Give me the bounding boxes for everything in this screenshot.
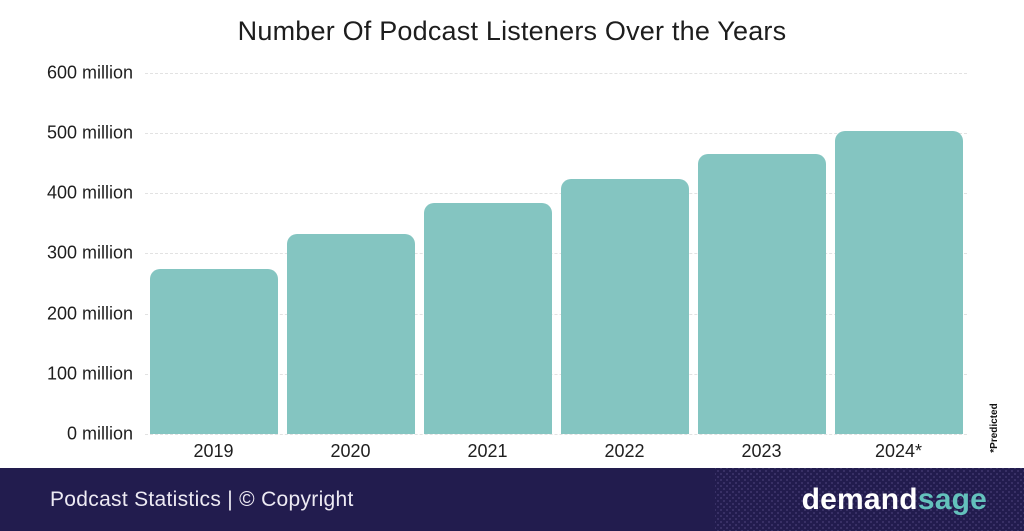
footer-left-section: Podcast Statistics | © Copyright [0,468,715,531]
y-tick-label-600: 600 million [46,62,133,82]
x-tick-label-2020: 2020 [330,441,371,461]
gridline-100 [145,373,967,375]
y-tick-label-300: 300 million [46,242,133,263]
y-tick-label-200: 200 million [46,303,133,323]
bar-2020 [286,233,415,434]
gridline-300 [145,253,967,255]
demandsage-logo: demandsage [802,483,987,517]
plot-area [145,72,967,435]
bar-slot-2020 [282,73,419,434]
bar-2021 [423,203,552,434]
gridline-600 [145,72,967,74]
bar-2019 [149,268,278,434]
y-tick-label-100: 100 million [46,363,133,384]
bar-slot-2022 [556,73,693,434]
x-tick-label-2023: 2023 [741,441,782,461]
x-tick-label-2022: 2022 [604,441,645,461]
footer-bar: Podcast Statistics | © Copyright demands… [0,468,1024,531]
gridline-400 [145,193,967,194]
logo-text-sage: sage [917,482,987,516]
bar-slot-2023 [693,73,830,434]
y-tick-label-400: 400 million [46,182,133,203]
y-tick-label-0: 0 million [66,423,133,444]
gridline-200 [145,313,967,315]
bar-2023 [697,154,826,434]
y-tick-label-500: 500 million [46,122,133,143]
x-tick-label-2024: 2024* [874,441,923,461]
y-axis-tick-labels: 0 million 100 million 200 million 300 milli… [0,62,133,444]
x-axis-tick-labels: 2019 2020 2021 2022 2023 2024* [145,441,967,462]
predicted-annotation: *Predicted [989,403,1000,453]
bar-series [145,73,967,434]
bar-slot-2019 [145,73,282,434]
gridline-500 [145,132,967,134]
bar-2024 [834,130,963,434]
bar-slot-2024* [830,73,967,434]
footer-caption: Podcast Statistics | © Copyright [50,487,354,511]
footer-right-section: demandsage [715,468,1024,531]
bar-slot-2021 [419,73,556,434]
gridline-0 [145,434,967,435]
x-tick-label-2019: 2019 [193,441,234,461]
logo-text-demand: demand [801,482,918,516]
x-tick-label-2021: 2021 [467,441,508,461]
chart-title: Number Of Podcast Listeners Over the Yea… [237,16,787,46]
bar-2022 [560,179,689,434]
